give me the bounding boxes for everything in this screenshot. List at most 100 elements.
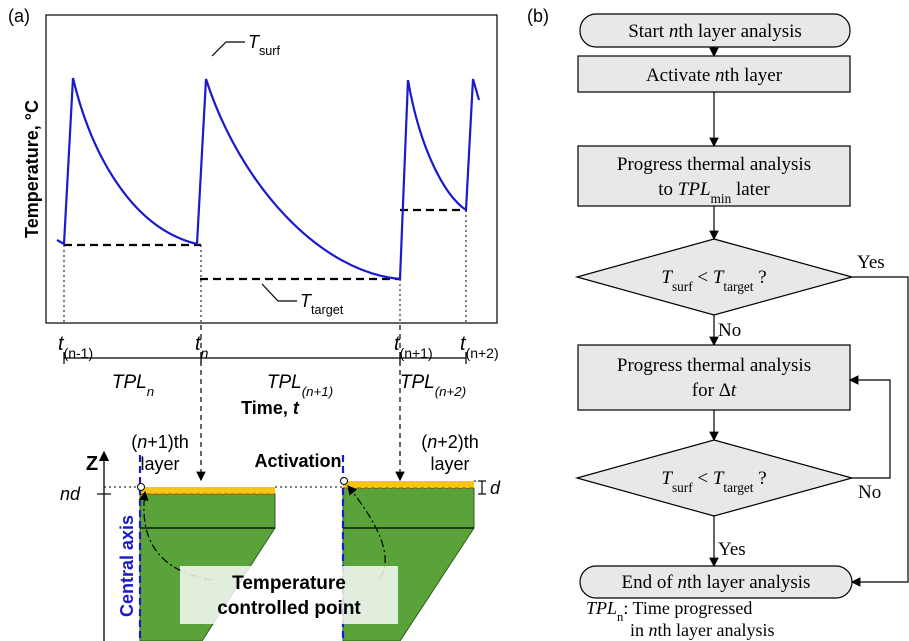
text-part: T bbox=[713, 468, 725, 489]
layer-label: (n+2)th bbox=[421, 432, 479, 452]
note: TPLn: Time progressed bbox=[586, 598, 752, 624]
text-part: t bbox=[58, 333, 65, 355]
text-part: surf bbox=[672, 279, 693, 294]
text-part: n bbox=[677, 572, 687, 593]
tick-guides bbox=[63, 210, 467, 323]
text-part: surf bbox=[259, 44, 280, 58]
text-part: (n+2) bbox=[466, 345, 499, 361]
text-part: ( bbox=[421, 432, 427, 452]
tick-label: t(n-1) bbox=[58, 333, 93, 361]
text-part: t bbox=[460, 333, 467, 355]
text-part: n bbox=[715, 65, 725, 86]
text-part: T bbox=[713, 267, 725, 288]
text-part: TPL bbox=[678, 179, 711, 200]
text-part: n bbox=[617, 610, 624, 624]
text-part: (n+2) bbox=[435, 384, 466, 399]
text-part: t bbox=[195, 333, 202, 355]
layer-label: layer bbox=[140, 454, 179, 474]
period-label: TPLn bbox=[112, 372, 154, 399]
text-part: ? bbox=[753, 468, 766, 489]
x-axis-label: Time, t bbox=[241, 398, 300, 418]
text-part: +1)th bbox=[147, 432, 189, 452]
control-point-label: Temperature bbox=[232, 573, 346, 594]
text-part: n bbox=[137, 432, 147, 452]
plot-frame bbox=[45, 14, 498, 324]
text-part: t bbox=[731, 380, 737, 401]
t-target-label: Ttarget bbox=[300, 291, 344, 317]
text-part: TPL bbox=[586, 598, 617, 618]
panel-label: (b) bbox=[527, 6, 549, 26]
activate-label: Activate nth layer bbox=[646, 65, 783, 86]
progress-label: Progress thermal analysis bbox=[617, 154, 811, 175]
new-layer bbox=[140, 487, 275, 494]
tick-label: t(n+1) bbox=[394, 333, 433, 361]
tick-label: t(n+2) bbox=[460, 333, 499, 361]
central-axis-label: Central axis bbox=[117, 515, 137, 617]
nd-label: nd bbox=[60, 484, 81, 504]
no-label: No bbox=[718, 320, 741, 341]
text-part: < bbox=[693, 267, 713, 288]
text-part: to bbox=[658, 179, 678, 200]
text-part: Time, bbox=[241, 398, 293, 418]
decision-label: Tsurf < Ttarget ? bbox=[661, 468, 766, 495]
control-point bbox=[137, 483, 145, 491]
end-label: End of nth layer analysis bbox=[622, 572, 811, 593]
label-box bbox=[180, 566, 398, 624]
text-part: target bbox=[311, 303, 344, 317]
text-part: surf bbox=[672, 480, 693, 495]
text-part: T bbox=[248, 32, 261, 52]
progress-label: to TPLmin later bbox=[658, 179, 770, 206]
y-axis-label: Temperature, °C bbox=[22, 100, 42, 238]
text-part: ( bbox=[131, 432, 137, 452]
flow-arrow bbox=[850, 276, 909, 587]
terminal-box bbox=[579, 565, 853, 599]
text-part: TPL bbox=[400, 372, 435, 393]
layer-label: (n+1)th bbox=[131, 432, 189, 452]
text-part: Activate bbox=[646, 65, 715, 86]
z-label: Z bbox=[86, 453, 98, 475]
new-layer bbox=[343, 481, 474, 488]
text-part: n bbox=[427, 432, 437, 452]
text-part: TPL bbox=[267, 372, 302, 393]
panel-label: (a) bbox=[8, 6, 30, 26]
t-surf-label: Tsurf bbox=[248, 32, 280, 58]
text-part: (n+1) bbox=[302, 384, 333, 399]
no-label: No bbox=[858, 482, 881, 503]
yes-label: Yes bbox=[718, 539, 746, 560]
period-labels: TPLn TPL(n+1) TPL(n+2) bbox=[112, 372, 466, 399]
text-part: th layer bbox=[725, 65, 783, 86]
text-part: T bbox=[300, 291, 313, 311]
text-part: target bbox=[723, 480, 753, 495]
period-label: TPL(n+2) bbox=[400, 372, 466, 399]
process-box bbox=[577, 55, 851, 93]
text-part: TPL bbox=[112, 372, 147, 393]
d-label: d bbox=[490, 478, 501, 498]
process-box bbox=[577, 344, 851, 411]
text-part: th layer analysis bbox=[658, 620, 775, 640]
yes-label: Yes bbox=[857, 252, 885, 273]
start-label: Start nth layer analysis bbox=[628, 21, 802, 42]
control-point-label: controlled point bbox=[217, 598, 361, 619]
text-part: for Δ bbox=[692, 380, 731, 401]
text-part: n bbox=[649, 620, 658, 640]
text-part: End of bbox=[622, 572, 678, 593]
text-part: T bbox=[661, 267, 673, 288]
tick-label: tn bbox=[195, 333, 209, 361]
d-marker bbox=[478, 480, 486, 495]
text-part: (n+1) bbox=[400, 345, 433, 361]
text-part: th layer analysis bbox=[687, 572, 810, 593]
text-part: (n-1) bbox=[64, 345, 94, 361]
progress-label: Progress thermal analysis bbox=[617, 355, 811, 376]
loop-arrow bbox=[848, 375, 891, 479]
text-part: target bbox=[723, 279, 753, 294]
control-point bbox=[340, 477, 348, 485]
text-part: : Time progressed bbox=[623, 598, 752, 618]
leader bbox=[261, 283, 297, 302]
time-ticks: t(n-1) tn t(n+1) t(n+2) bbox=[58, 333, 499, 361]
text-part: ? bbox=[753, 267, 766, 288]
text-part: t bbox=[293, 398, 300, 418]
pointer bbox=[347, 485, 386, 579]
panel-a: (a) Temperature, °C Tsurf Ttarget t(n-1)… bbox=[8, 6, 501, 641]
leader bbox=[211, 41, 245, 57]
